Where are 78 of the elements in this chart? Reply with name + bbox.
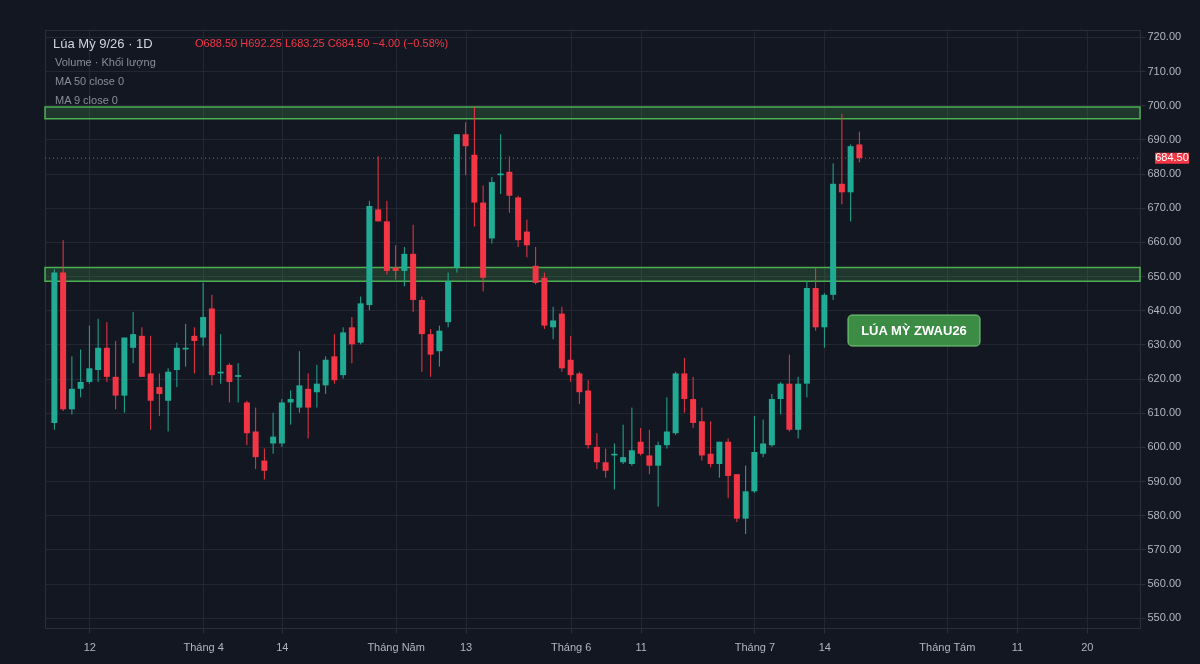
x-tick-label: 11	[635, 640, 647, 653]
candlestick	[173, 342, 180, 388]
y-tick-label: 620.00	[1147, 372, 1182, 385]
candlestick	[156, 372, 163, 417]
x-tick-label: Tháng 4	[183, 640, 224, 653]
candlestick	[313, 364, 320, 409]
candlestick	[200, 282, 207, 347]
ref-line-label: 684.50	[1155, 151, 1189, 164]
x-tick-label: Tháng 7	[734, 640, 776, 653]
y-tick-label: 710.00	[1147, 64, 1182, 77]
annotation: LÚA MỲ ZWAU26	[861, 323, 967, 338]
y-tick-label: 720.00	[1147, 30, 1182, 43]
annotation: Volume · Khối lượng	[55, 56, 156, 68]
candlestick	[436, 325, 443, 368]
y-tick-label: 590.00	[1147, 474, 1182, 487]
candlestick	[532, 246, 539, 286]
candlestick	[77, 349, 84, 398]
candlestick	[716, 441, 723, 479]
x-tick-label: 14	[276, 640, 289, 653]
x-tick-label: Tháng 6	[550, 640, 592, 653]
x-tick-label: 13	[460, 640, 473, 653]
candlestick	[427, 328, 434, 378]
text: O688.50 H692.25 L683.25 C684.50 −4.00 (−0.58%)	[195, 37, 449, 49]
candlestick	[261, 448, 268, 480]
x-tick-label: 12	[83, 640, 96, 653]
candlestick	[226, 362, 233, 403]
y-tick-label: 570.00	[1147, 542, 1182, 555]
candlestick	[305, 372, 312, 439]
x-tick-label: Tháng Năm	[367, 640, 425, 653]
candlestick	[235, 362, 242, 403]
candlestick	[707, 420, 714, 468]
candlestick	[620, 424, 627, 465]
candlestick	[130, 311, 137, 364]
y-tick-label: 650.00	[1147, 269, 1182, 282]
chart-title: Lúa Mỳ 9/26 · 1D	[53, 36, 153, 51]
candlestick	[628, 407, 635, 467]
y-tick-label: 580.00	[1147, 508, 1182, 521]
candlestick	[112, 340, 119, 410]
y-tick-label: 690.00	[1147, 132, 1182, 145]
candlestick	[182, 323, 189, 368]
y-tick-label: 630.00	[1147, 337, 1182, 350]
candlestick	[348, 316, 355, 364]
y-tick-label: 550.00	[1147, 611, 1182, 624]
candlestick	[663, 396, 670, 450]
candlestick	[602, 448, 609, 479]
x-tick-label: Tháng Tám	[919, 640, 976, 653]
y-tick-label: 600.00	[1147, 440, 1182, 453]
y-tick-label: 680.00	[1147, 167, 1182, 180]
candlestick	[191, 326, 198, 374]
candlestick	[331, 333, 338, 385]
y-tick-label: 660.00	[1147, 235, 1182, 248]
candlestick	[523, 219, 530, 258]
candlestick	[95, 318, 102, 383]
y-tick-label: 640.00	[1147, 303, 1182, 316]
x-tick-label: 14	[818, 640, 831, 653]
candlestick	[550, 306, 557, 340]
candlestick	[777, 381, 784, 415]
candlestick	[655, 441, 662, 508]
y-tick-label: 700.00	[1147, 98, 1182, 111]
candlestick	[68, 355, 75, 415]
annotation: MA 50 close 0	[55, 75, 125, 87]
candlestick	[637, 427, 644, 456]
candlestick	[760, 419, 767, 458]
candlestick	[576, 371, 583, 405]
y-tick-label: 670.00	[1147, 201, 1182, 214]
candlestick	[401, 246, 408, 287]
candlestick	[646, 429, 653, 475]
candlestick	[567, 335, 574, 383]
candlestick	[690, 376, 697, 429]
candlestick	[593, 432, 600, 470]
x-tick-label: 20	[1081, 640, 1094, 653]
candlestick	[296, 350, 303, 414]
candlestick	[392, 244, 399, 280]
annotation: MA 9 close 0	[55, 94, 118, 106]
x-tick-label: 11	[1011, 640, 1024, 653]
candlestick	[86, 325, 93, 385]
y-tick-label: 610.00	[1147, 406, 1182, 419]
y-tick-label: 560.00	[1147, 577, 1182, 590]
